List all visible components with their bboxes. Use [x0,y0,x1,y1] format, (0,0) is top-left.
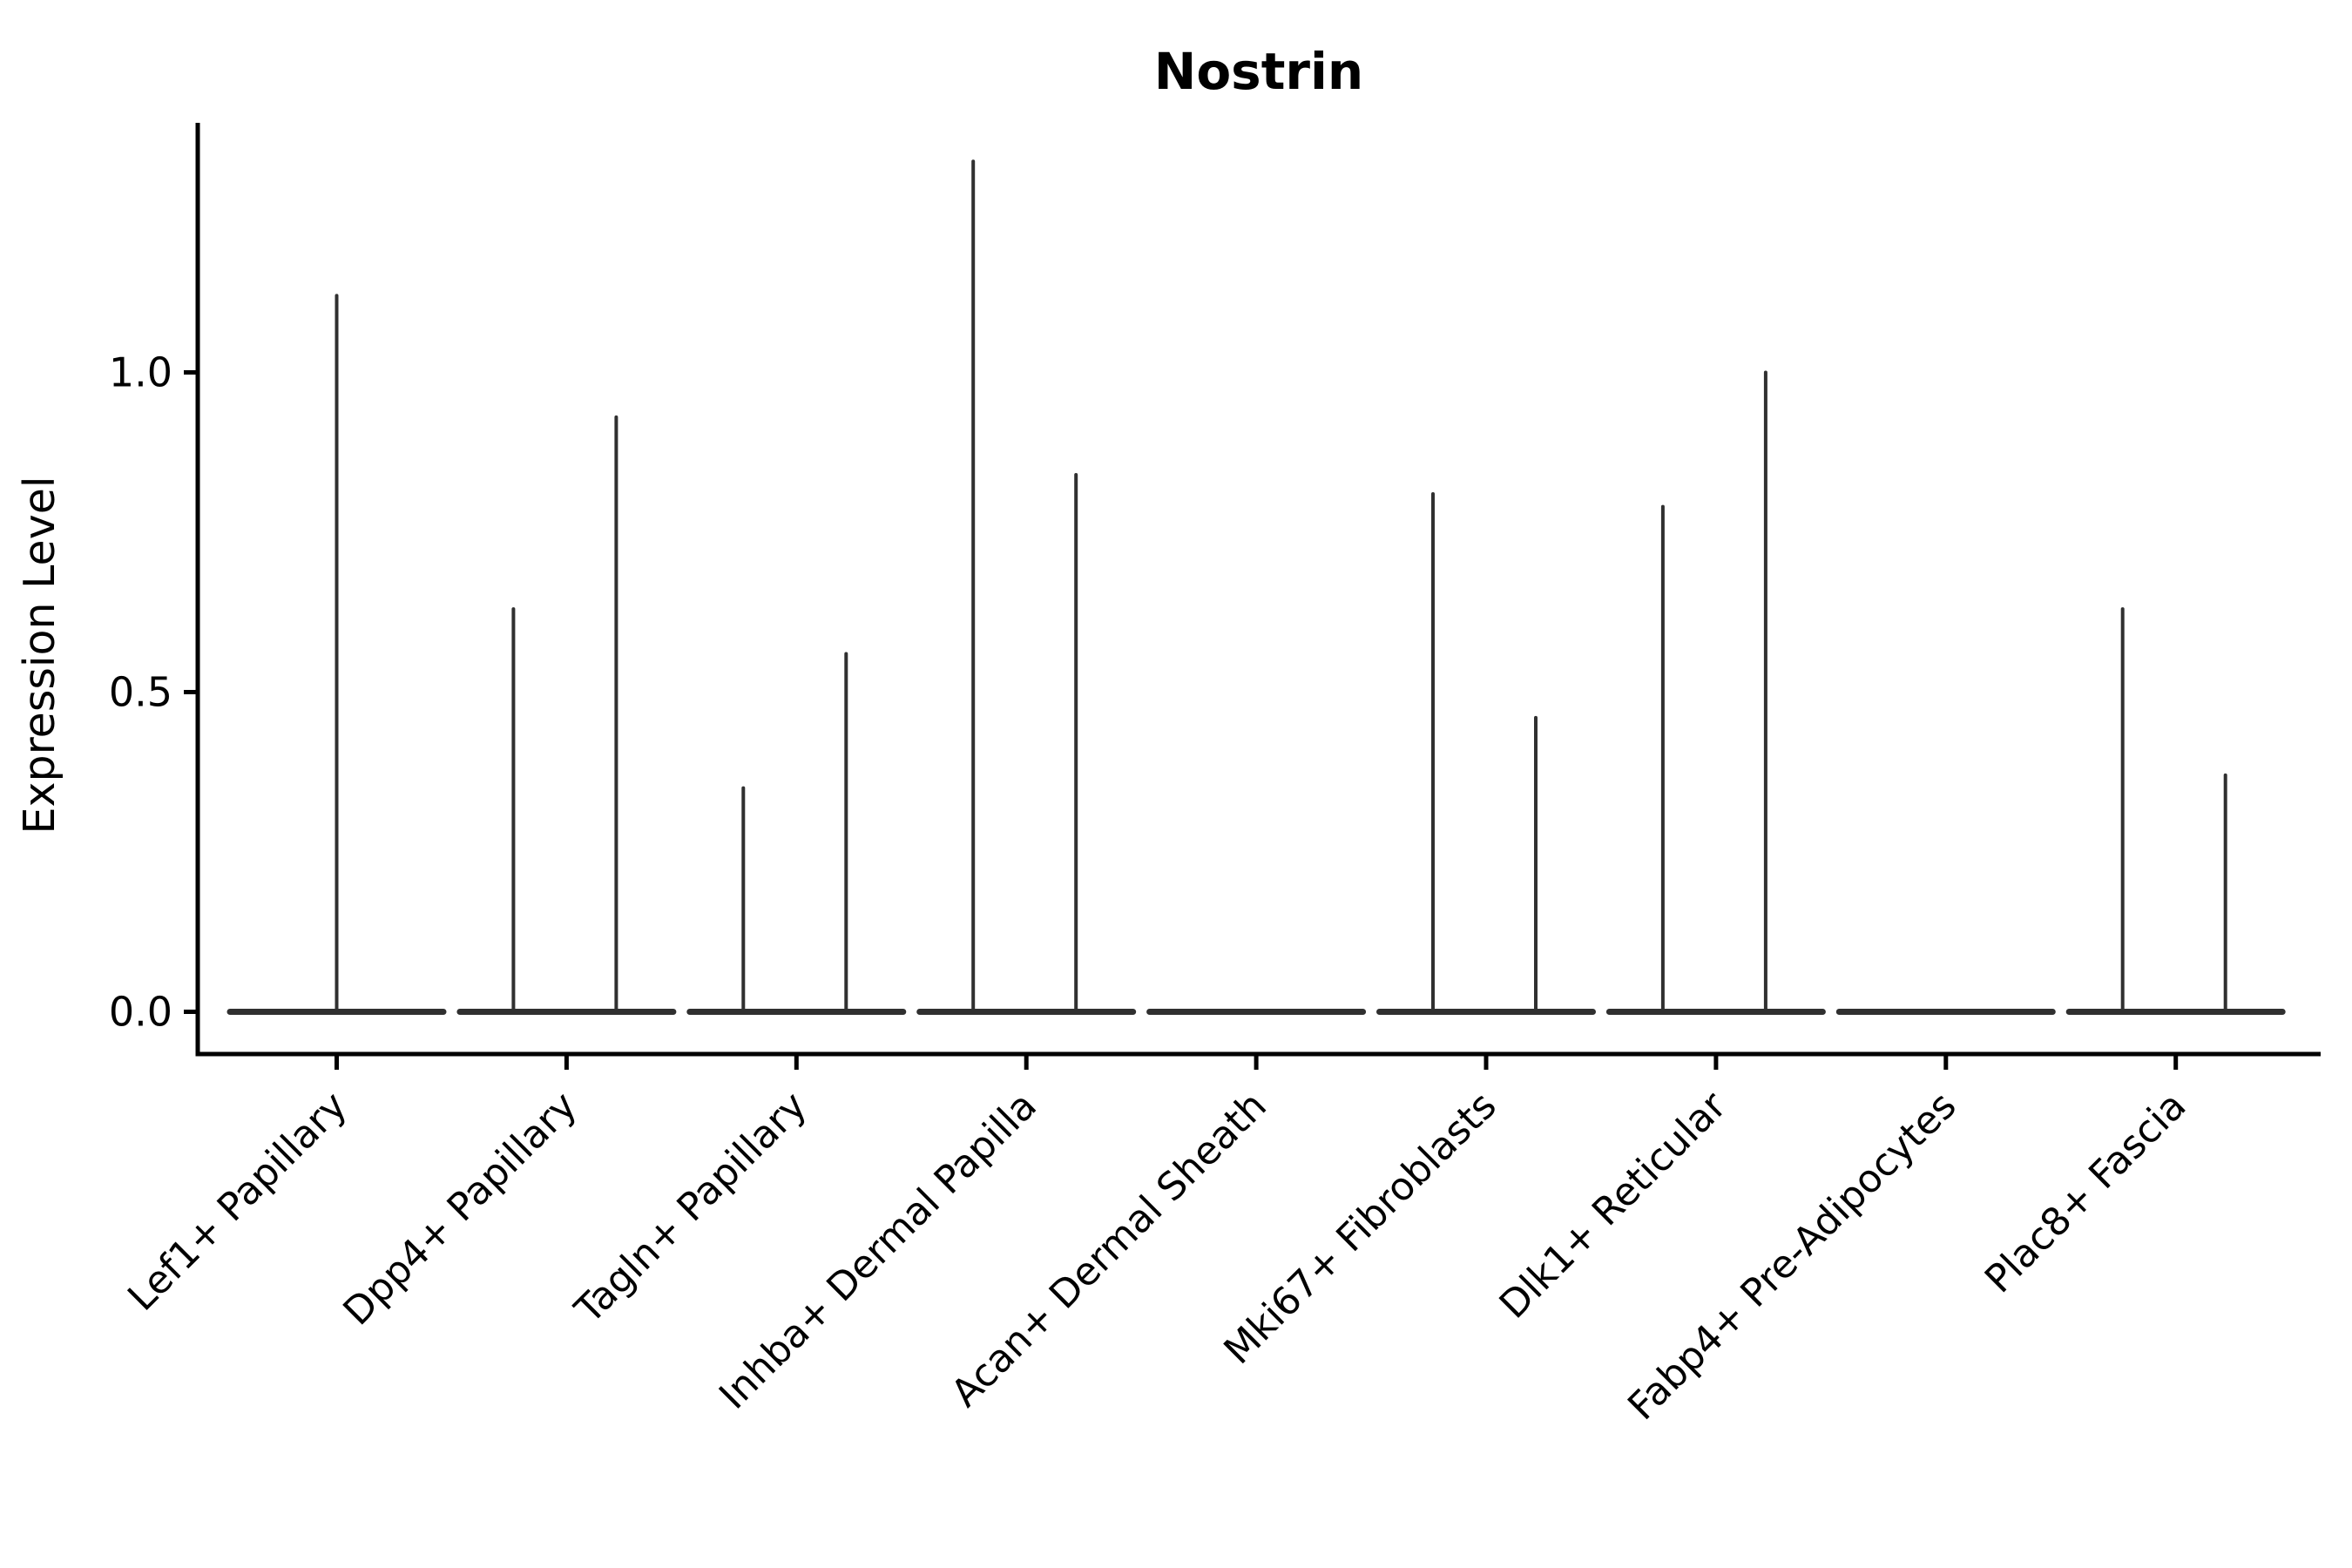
x-tick-label: Dpp4+ Papillary [335,1084,586,1335]
violin-4 [916,159,1137,1015]
x-tick-label: Tagln+ Papillary [566,1084,815,1333]
violin-9 [2065,607,2286,1015]
violin-7 [1605,370,1826,1015]
x-tick-label: Dlk1+ Reticular [1491,1083,1736,1328]
chart-title: Nostrin [1154,42,1363,101]
y-tick-label: 0.5 [109,669,172,716]
violin-1 [226,294,447,1015]
violins [226,159,2286,1015]
violin-2 [456,415,677,1015]
x-tick-label: Plac8+ Fascia [1977,1084,2195,1302]
violin-6 [1376,491,1596,1015]
y-tick-label: 1.0 [109,349,172,396]
y-axis-label: Expression Level [15,476,64,835]
violin-3 [686,652,907,1015]
x-tick-label: Lef1+ Papillary [119,1084,355,1320]
y-tick-label: 0.0 [109,989,172,1036]
y-axis-ticks: 0.0 0.5 1.0 [109,349,198,1036]
